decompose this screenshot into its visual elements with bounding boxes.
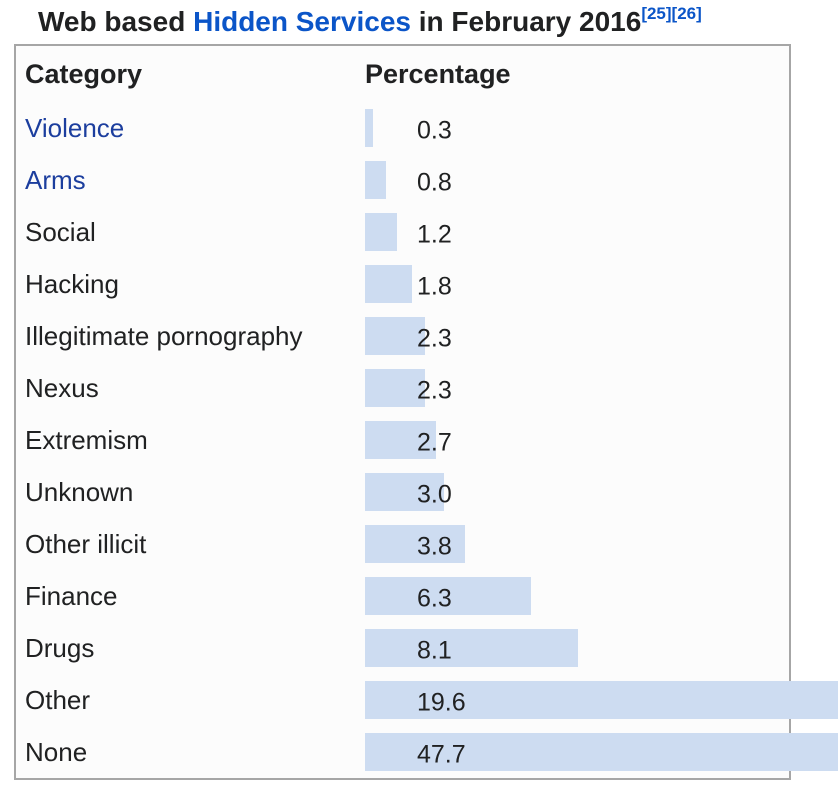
percentage-bar <box>365 161 387 199</box>
value-label: 2.3 <box>417 376 452 405</box>
percentage-bar <box>365 213 397 251</box>
title-text-suffix: in February 2016 <box>410 6 642 37</box>
table-row: Social 1.2 <box>16 206 789 258</box>
title-text-prefix: Web based <box>38 6 194 37</box>
bar-cell: 8.1 <box>365 622 789 674</box>
category-label: Unknown <box>25 476 134 507</box>
percentage-bar <box>365 525 465 563</box>
value-label: 1.8 <box>417 272 452 301</box>
page-title: Web based Hidden Services in February 20… <box>38 2 702 42</box>
value-label: 47.7 <box>417 740 466 769</box>
table-body: Violence 0.3 Arms 0.8 Social 1.2 Hacking <box>16 102 838 778</box>
title-link-hidden-services[interactable]: Hidden Services <box>193 6 411 37</box>
table-row: Other 19.6 <box>16 674 838 726</box>
percentage-bar <box>365 577 531 615</box>
value-label: 2.3 <box>417 324 452 353</box>
value-label: 3.0 <box>417 480 452 509</box>
table-row: Hacking 1.8 <box>16 258 789 310</box>
category-label: None <box>25 736 88 767</box>
percentage-bar <box>365 369 426 407</box>
value-label: 3.8 <box>417 532 452 561</box>
bar-cell: 1.8 <box>365 258 789 310</box>
bar-cell: 3.8 <box>365 518 789 570</box>
value-label: 1.2 <box>417 220 452 249</box>
bar-cell: 2.3 <box>365 310 789 362</box>
category-label: Social <box>25 216 96 247</box>
header-category: Category <box>25 58 143 89</box>
percentage-bar <box>365 265 413 303</box>
table-row: Other illicit 3.8 <box>16 518 789 570</box>
table-row: Unknown 3.0 <box>16 466 789 518</box>
bar-cell: 3.0 <box>365 466 789 518</box>
category-label: Illegitimate pornography <box>25 320 303 351</box>
category-label: Extremism <box>25 424 148 455</box>
table-row: Drugs 8.1 <box>16 622 789 674</box>
bar-cell: 19.6 <box>365 674 838 726</box>
table-row: Illegitimate pornography 2.3 <box>16 310 789 362</box>
table-row: Arms 0.8 <box>16 154 789 206</box>
bar-cell: 0.8 <box>365 154 789 206</box>
table-row: None 47.7 <box>16 726 838 778</box>
category-label: Nexus <box>25 372 99 403</box>
header-percentage: Percentage <box>365 58 511 89</box>
category-link[interactable]: Arms <box>25 164 86 195</box>
bar-cell: 2.7 <box>365 414 789 466</box>
table-header-row: Category Percentage <box>16 46 789 102</box>
category-label: Other <box>25 684 91 715</box>
value-label: 6.3 <box>417 584 452 613</box>
bar-cell: 0.3 <box>365 102 789 154</box>
table-row: Extremism 2.7 <box>16 414 789 466</box>
citation-link[interactable]: [25] <box>641 3 672 23</box>
value-label: 8.1 <box>417 636 452 665</box>
percentage-bar <box>365 473 444 511</box>
bar-cell: 6.3 <box>365 570 789 622</box>
value-label: 19.6 <box>417 688 466 717</box>
percentage-bar <box>365 733 838 771</box>
category-label: Hacking <box>25 268 119 299</box>
citation-link[interactable]: [26] <box>671 3 702 23</box>
table-row: Nexus 2.3 <box>16 362 789 414</box>
data-table: Category Percentage Violence 0.3 Arms 0.… <box>14 44 838 780</box>
category-label: Drugs <box>25 632 95 663</box>
percentage-bar <box>365 629 579 667</box>
percentage-bar <box>365 681 838 719</box>
bar-cell: 47.7 <box>365 726 838 778</box>
table-row: Violence 0.3 <box>16 102 789 154</box>
category-label: Finance <box>25 580 118 611</box>
percentage-bar <box>365 421 436 459</box>
value-label: 2.7 <box>417 428 452 457</box>
bar-cell: 2.3 <box>365 362 789 414</box>
percentage-bar <box>365 317 426 355</box>
value-label: 0.3 <box>417 116 452 145</box>
category-link[interactable]: Violence <box>25 112 125 143</box>
value-label: 0.8 <box>417 168 452 197</box>
category-label: Other illicit <box>25 528 147 559</box>
bar-cell: 1.2 <box>365 206 789 258</box>
percentage-bar <box>365 109 373 147</box>
title-citations: [25][26] <box>641 0 701 26</box>
table-row: Finance 6.3 <box>16 570 789 622</box>
